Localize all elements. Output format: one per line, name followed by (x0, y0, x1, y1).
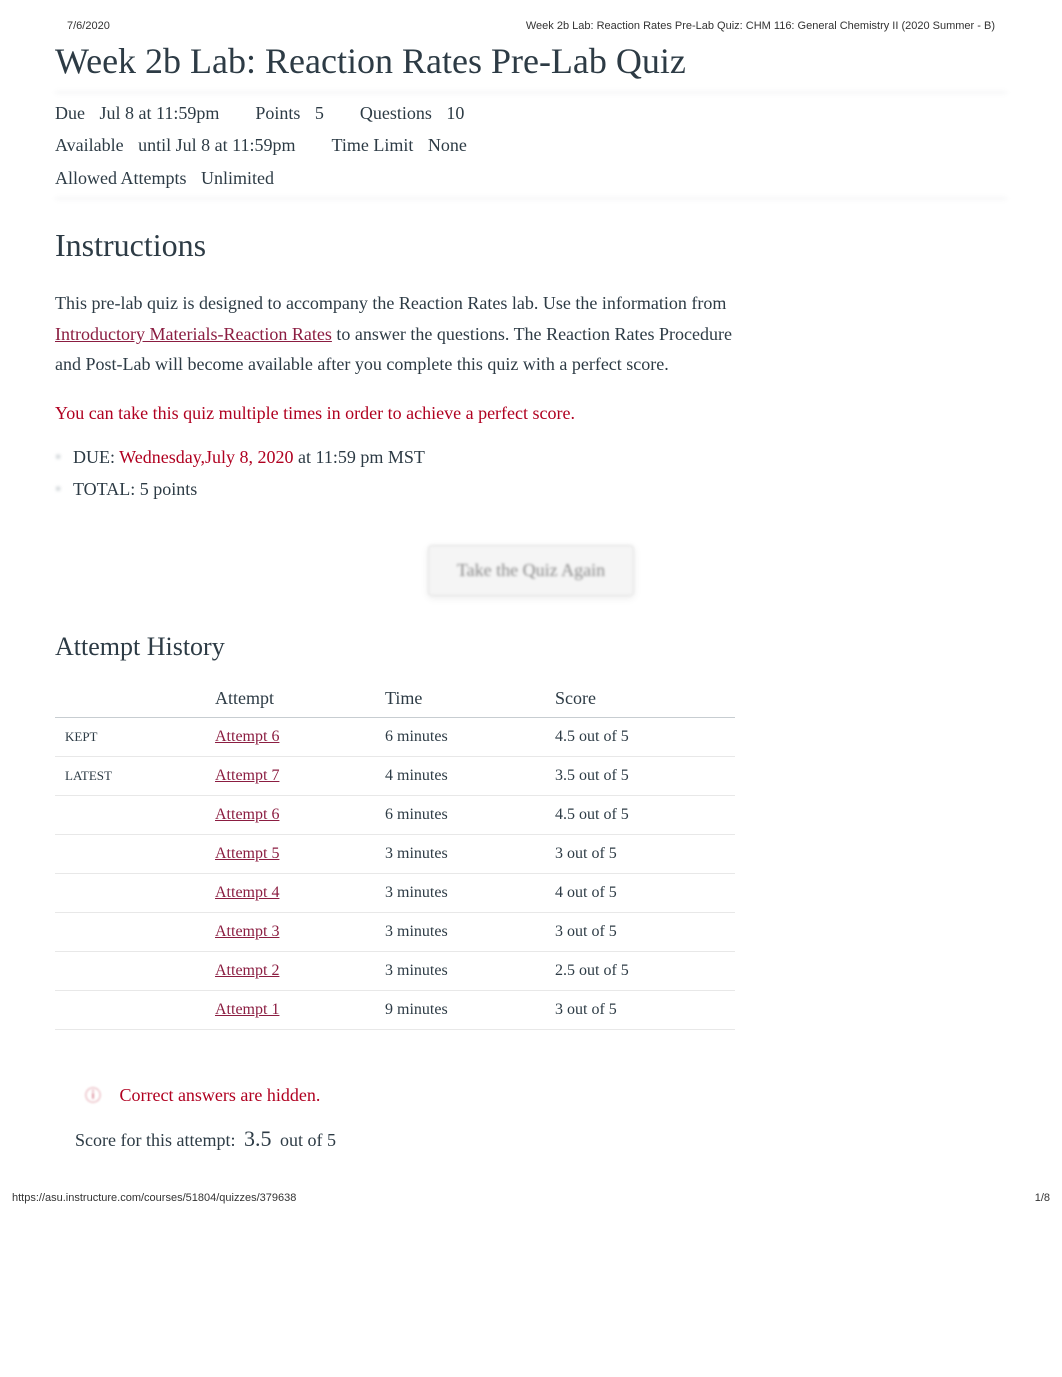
due-label: Due (55, 103, 85, 123)
intro-text: to answer the questions. The (336, 324, 546, 344)
score-prefix: Score for this attempt: (75, 1130, 240, 1150)
instructions-heading: Instructions (55, 227, 1007, 264)
retake-note: You can take this quiz multiple times in… (55, 398, 755, 429)
intro-bold: Reaction Rates (546, 324, 654, 344)
attempt-link[interactable]: Attempt 4 (215, 884, 279, 901)
timelimit-value: None (428, 135, 467, 155)
total-bullet-value: 5 points (140, 479, 198, 499)
score-suffix: out of 5 (280, 1130, 336, 1150)
score-value: 3.5 (244, 1126, 272, 1151)
intro-text: lab. Use the information from (512, 293, 726, 313)
table-row: Attempt 3 3 minutes3 out of 5 (55, 913, 735, 952)
table-row: Attempt 5 3 minutes3 out of 5 (55, 835, 735, 874)
intro-bold: Reaction Rates (399, 293, 507, 313)
intro-materials-link[interactable]: Introductory Materials-Reaction Rates (55, 324, 332, 344)
timelimit-label: Time Limit (331, 135, 413, 155)
attempt-score: 3 out of 5 (545, 991, 735, 1030)
attempt-tag (55, 835, 205, 874)
due-bullet-label: DUE: (73, 447, 119, 467)
attempt-link[interactable]: Attempt 6 (215, 728, 279, 745)
attempt-time: 6 minutes (375, 796, 545, 835)
attempt-tag: LATEST (55, 757, 205, 796)
attempt-score: 4.5 out of 5 (545, 718, 735, 757)
attempt-time: 9 minutes (375, 991, 545, 1030)
due-bullet-time: at 11:59 pm MST (298, 447, 425, 467)
attempt-tag: KEPT (55, 718, 205, 757)
table-row: Attempt 1 9 minutes3 out of 5 (55, 991, 735, 1030)
print-date: 7/6/2020 (67, 20, 110, 32)
intro-text: This pre-lab quiz is designed to accompa… (55, 293, 399, 313)
attempt-time: 3 minutes (375, 952, 545, 991)
table-row: LATEST Attempt 7 4 minutes3.5 out of 5 (55, 757, 735, 796)
details-list: DUE: Wednesday,July 8, 2020 at 11:59 pm … (55, 441, 1007, 506)
total-bullet: TOTAL: 5 points (55, 473, 1007, 505)
attempt-link[interactable]: Attempt 3 (215, 923, 279, 940)
attempt-link[interactable]: Attempt 6 (215, 806, 279, 823)
attempt-score: 4 out of 5 (545, 874, 735, 913)
footer-url: https://asu.instructure.com/courses/5180… (12, 1192, 296, 1204)
total-bullet-label: TOTAL: (73, 479, 140, 499)
attempt-time: 3 minutes (375, 874, 545, 913)
col-attempt: Attempt (205, 680, 375, 718)
correct-hidden-note: ⓘ Correct answers are hidden. (85, 1082, 1007, 1106)
attempt-link[interactable]: Attempt 2 (215, 962, 279, 979)
attempt-score: 3 out of 5 (545, 913, 735, 952)
attempt-time: 6 minutes (375, 718, 545, 757)
attempt-link[interactable]: Attempt 7 (215, 767, 279, 784)
attempt-time: 4 minutes (375, 757, 545, 796)
footer-page: 1/8 (1035, 1192, 1050, 1204)
attempt-tag (55, 952, 205, 991)
attempt-history-heading: Attempt History (55, 632, 1007, 662)
table-row: Attempt 2 3 minutes2.5 out of 5 (55, 952, 735, 991)
attempt-score: 4.5 out of 5 (545, 796, 735, 835)
attempt-time: 3 minutes (375, 913, 545, 952)
points-label: Points (255, 103, 300, 123)
attempt-tag (55, 796, 205, 835)
divider (55, 92, 1007, 93)
questions-value: 10 (446, 103, 464, 123)
intro-paragraph: This pre-lab quiz is designed to accompa… (55, 288, 755, 380)
col-score: Score (545, 680, 735, 718)
table-row: Attempt 4 3 minutes4 out of 5 (55, 874, 735, 913)
print-doc-title: Week 2b Lab: Reaction Rates Pre-Lab Quiz… (526, 20, 995, 32)
page-title: Week 2b Lab: Reaction Rates Pre-Lab Quiz (55, 40, 1007, 82)
divider (55, 198, 1007, 199)
attempt-score: 2.5 out of 5 (545, 952, 735, 991)
points-value: 5 (315, 103, 324, 123)
attempt-link[interactable]: Attempt 5 (215, 845, 279, 862)
due-bullet: DUE: Wednesday,July 8, 2020 at 11:59 pm … (55, 441, 1007, 473)
questions-label: Questions (360, 103, 432, 123)
table-row-blur (55, 1030, 735, 1053)
print-footer: https://asu.instructure.com/courses/5180… (0, 1162, 1062, 1210)
attempt-time: 3 minutes (375, 835, 545, 874)
attempt-tag (55, 913, 205, 952)
attempt-history-table: Attempt Time Score KEPT Attempt 6 6 minute… (55, 680, 735, 1052)
table-row: Attempt 6 6 minutes4.5 out of 5 (55, 796, 735, 835)
col-time: Time (375, 680, 545, 718)
attempt-score: 3 out of 5 (545, 835, 735, 874)
available-label: Available (55, 135, 124, 155)
allowed-value: Unlimited (201, 168, 274, 188)
attempt-tag (55, 874, 205, 913)
attempt-score: 3.5 out of 5 (545, 757, 735, 796)
score-for-attempt: Score for this attempt: 3.5 out of 5 (75, 1126, 1007, 1152)
allowed-label: Allowed Attempts (55, 168, 187, 188)
info-icon: ⓘ (85, 1088, 101, 1105)
take-quiz-again-button[interactable]: Take the Quiz Again (428, 545, 634, 596)
available-value: until Jul 8 at 11:59pm (138, 135, 295, 155)
print-header: 7/6/2020 Week 2b Lab: Reaction Rates Pre… (55, 20, 1007, 32)
table-row: KEPT Attempt 6 6 minutes4.5 out of 5 (55, 718, 735, 757)
attempt-tag (55, 991, 205, 1030)
attempt-link[interactable]: Attempt 1 (215, 1001, 279, 1018)
due-bullet-date: Wednesday,July 8, 2020 (119, 447, 293, 467)
col-tag (55, 680, 205, 718)
due-value: Jul 8 at 11:59pm (100, 103, 220, 123)
correct-hidden-text: Correct answers are hidden. (119, 1085, 320, 1105)
quiz-meta: Due Jul 8 at 11:59pm Points 5 Questions … (55, 97, 1007, 194)
